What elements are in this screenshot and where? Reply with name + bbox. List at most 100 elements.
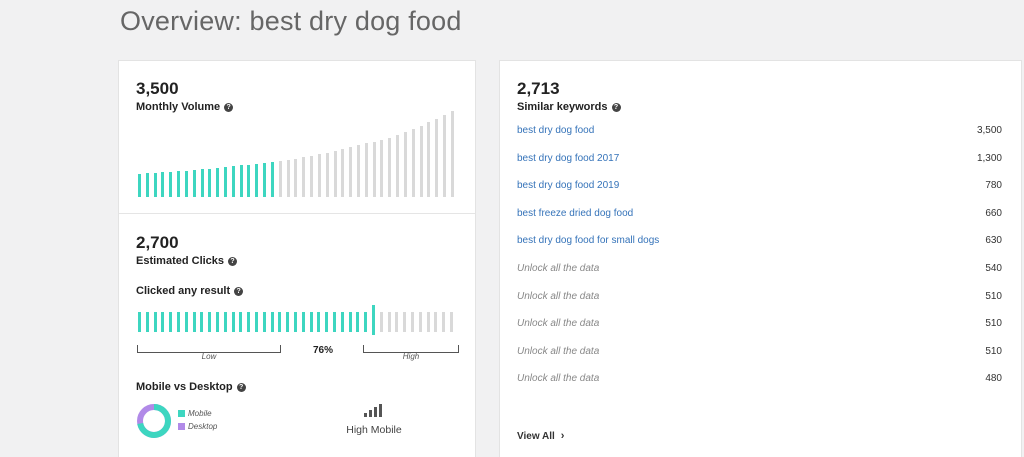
device-result: High Mobile [346,424,402,436]
keyword-row: best dry dog food 2017 1,300 [517,153,1002,167]
clicked-bar [418,312,422,332]
view-all-link[interactable]: View All › [517,430,564,442]
clicked-bar [340,312,344,332]
help-icon[interactable]: ? [224,102,234,112]
unlock-data-text: Unlock all the data [517,318,600,330]
keyword-link[interactable]: best dry dog food for small dogs [517,235,660,247]
legend-swatch [178,423,185,430]
volume-trend-bar [278,161,282,197]
clicked-bar [434,312,438,332]
unlock-data-text: Unlock all the data [517,290,600,302]
keyword-link[interactable]: best dry dog food 2017 [517,152,620,164]
clicked-bar [247,312,251,332]
clicked-bar [184,312,188,332]
volume-trend-bar [380,140,384,197]
volume-trend-bar [403,132,407,197]
clicked-bar [294,312,297,332]
volume-trend-bar [263,163,267,197]
clicked-bar [177,312,180,332]
help-icon[interactable]: ? [234,286,244,296]
clicked-percent: 76% [312,345,333,356]
volume-trend-bar [208,169,212,197]
unlock-data-text: Unlock all the data [517,373,600,385]
volume-trend-bar [200,169,204,197]
volume-trend-bar [270,162,274,197]
page-title: Overview: best dry dog food [120,6,462,36]
clicked-bar [200,312,204,332]
volume-trend-bar [177,171,181,197]
volume-trend-bar [231,166,235,197]
volume-trend-bar [419,126,423,197]
clicked-any-result-label: Clicked any result [136,285,231,297]
keyword-volume: 660 [985,207,1002,219]
clicked-bar [450,312,453,332]
help-icon[interactable]: ? [228,256,238,266]
clicked-bar [317,312,321,332]
signal-strength-icon [364,404,382,417]
volume-trend-bar [286,160,290,197]
clicked-bar [262,312,266,332]
volume-trend-bar [192,170,196,197]
clicked-bar [192,312,196,332]
low-label: Low [201,352,217,361]
clicked-bar [231,312,235,332]
keyword-link[interactable]: best dry dog food 2019 [517,180,620,192]
help-icon[interactable]: ? [611,102,621,112]
volume-trend-bar [372,142,376,197]
keyword-volume: 480 [985,373,1002,385]
keyword-row: best dry dog food 3,500 [517,125,1002,139]
unlock-data-text: Unlock all the data [517,345,600,357]
clicked-bar [278,312,282,332]
volume-trend-bar [255,164,259,197]
divider [119,213,475,214]
monthly-volume-trend-chart [138,111,458,197]
mobile-desktop-donut [137,404,171,438]
clicked-bar [153,312,157,332]
clicked-bar [301,312,305,332]
monthly-volume-value: 3,500 [136,79,179,98]
volume-trend-bar [411,129,415,197]
volume-trend-bar [435,119,439,197]
clicked-bar [364,312,368,332]
keyword-row: Unlock all the data 480 [517,373,1002,387]
keyword-row: Unlock all the data 510 [517,318,1002,332]
clicked-bar [387,312,391,332]
estimated-clicks-label-row: Estimated Clicks ? [136,255,238,267]
volume-trend-bar [169,172,173,197]
clicked-bar [356,312,360,332]
clicked-bar [216,312,219,332]
clicked-bar [442,312,446,332]
legend-swatch [178,410,185,417]
volume-trend-bar [364,143,368,197]
keyword-volume: 780 [985,180,1002,192]
volume-trend-bar [388,138,392,197]
legend-desktop: Desktop [178,422,217,431]
clicked-bar [348,312,352,332]
volume-trend-bar [317,154,321,197]
clicked-marker-bar [372,305,375,335]
chevron-right-icon: › [560,430,565,442]
similar-keywords-card: 2,713 Similar keywords ? View All › best… [499,60,1022,457]
help-icon[interactable]: ? [236,382,246,392]
high-label: High [402,352,420,361]
keyword-row: best dry dog food 2019 780 [517,180,1002,194]
volume-trend-bar [442,115,446,197]
volume-trend-bar [138,174,141,197]
clicked-bar [411,312,414,332]
keyword-volume: 1,300 [976,152,1002,164]
clicked-bar [286,312,290,332]
clicked-bar [395,312,399,332]
keyword-link[interactable]: best freeze dried dog food [517,207,634,219]
clicked-bar [223,312,227,332]
keyword-volume: 3,500 [976,125,1002,136]
volume-trend-bar [396,135,400,197]
volume-trend-bar [341,149,345,197]
estimated-clicks-value: 2,700 [136,233,179,252]
legend-mobile: Mobile [178,409,212,418]
monthly-volume-label-row: Monthly Volume ? [136,101,234,113]
volume-trend-bar [325,153,329,197]
metrics-card: 3,500 Monthly Volume ? 2,700 Estimated C… [118,60,476,457]
volume-trend-bar [153,173,157,197]
keyword-volume: 510 [985,345,1002,357]
keyword-link[interactable]: best dry dog food [517,125,595,136]
